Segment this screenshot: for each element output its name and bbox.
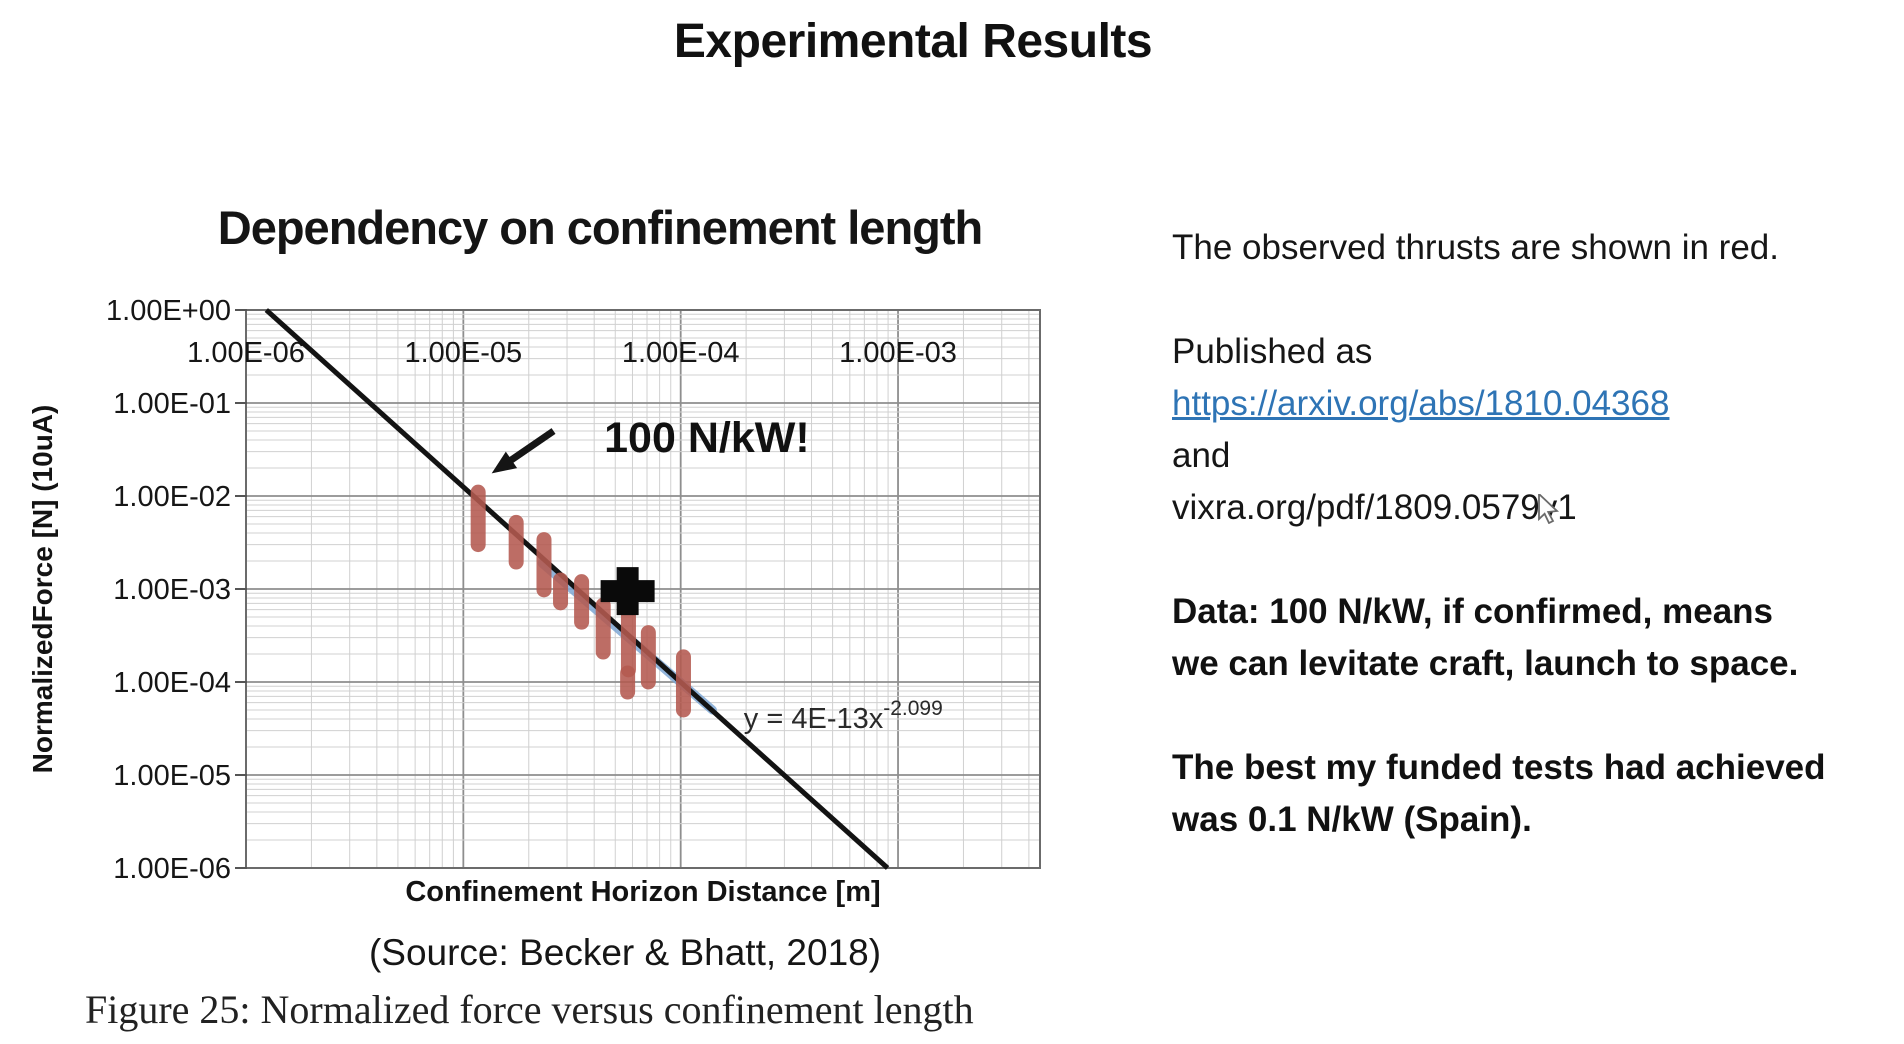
cross-marker [600, 567, 655, 616]
sidebar-line: we can levitate craft, launch to space. [1172, 644, 1799, 683]
y-tick-label: 1.00E-05 [113, 760, 231, 792]
y-axis-title: NormalizedForce [N] (10uA) [27, 405, 58, 774]
sidebar-line: The best my funded tests had achieved [1172, 748, 1826, 787]
sidebar-line: vixra.org/pdf/1809.0579v1 [1172, 488, 1577, 527]
chart-canvas: 1.00E+00 1.00E-01 1.00E-02 1.00E-03 1.00E-04… [27, 295, 1041, 908]
annotation-arrow-head [491, 451, 518, 474]
x-tick-label: 1.00E-05 [404, 337, 522, 369]
chart-title: Dependency on confinement length [217, 201, 983, 254]
y-tick-label: 1.00E-01 [113, 388, 231, 420]
y-tick-label: 1.00E-06 [113, 853, 231, 885]
figure-caption: Figure 25: Normalized force versus confi… [85, 987, 974, 1032]
trend-line [264, 308, 890, 870]
x-tick-label: 1.00E-06 [187, 337, 305, 369]
sidebar-blank-line [1172, 690, 1888, 742]
sidebar-line: Published as [1172, 332, 1373, 371]
data-points-red [470, 484, 691, 718]
y-tick-label: 1.00E-03 [113, 574, 231, 606]
chart-source: (Source: Becker & Bhatt, 2018) [368, 932, 882, 973]
sidebar-line: Data: 100 N/kW, if confirmed, means [1172, 592, 1774, 631]
y-tick-label: 1.00E+00 [106, 295, 231, 327]
slide-title: Experimental Results [673, 15, 1153, 68]
sidebar-text: The observed thrusts are shown in red. Pu… [1172, 222, 1888, 846]
x-tick-label: 1.00E-04 [622, 337, 740, 369]
trend-equation: y = 4E-13x-2.099 [744, 697, 943, 735]
y-tick-label: 1.00E-04 [113, 667, 231, 699]
grid [245, 309, 1040, 869]
x-tick-label: 1.00E-03 [839, 337, 957, 369]
sidebar-line: and [1172, 436, 1231, 475]
y-tick-label: 1.00E-02 [113, 481, 231, 513]
plot-border [245, 309, 1041, 869]
sidebar-line: https://arxiv.org/abs/1810.04368 [1172, 378, 1888, 430]
sidebar-line: was 0.1 N/kW (Spain). [1172, 800, 1532, 839]
sidebar-line: The observed thrusts are shown in red. [1172, 228, 1779, 267]
sidebar-blank-line [1172, 274, 1888, 326]
arxiv-link[interactable]: https://arxiv.org/abs/1810.04368 [1172, 384, 1670, 423]
sidebar-blank-line [1172, 534, 1888, 586]
x-axis-title: Confinement Horizon Distance [m] [405, 876, 880, 908]
annotation-text: 100 N/kW! [604, 414, 810, 462]
annotation-arrow-shaft [504, 428, 556, 467]
fit-line-blue [537, 558, 717, 715]
